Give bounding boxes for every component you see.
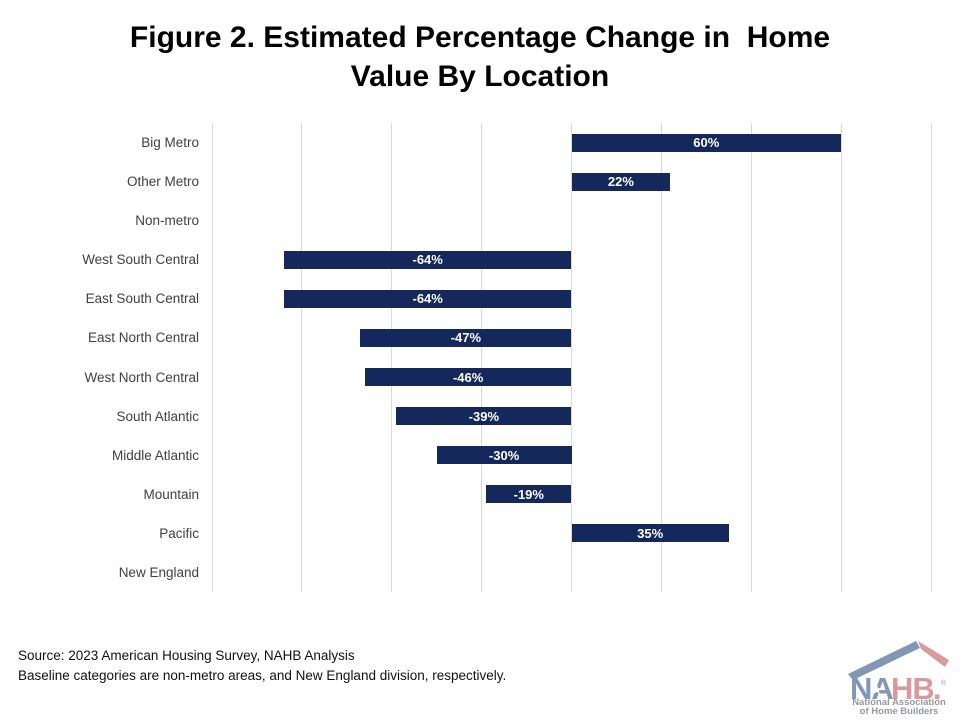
figure-title: Figure 2. Estimated Percentage Change in… xyxy=(0,18,960,96)
gridline xyxy=(481,123,483,592)
logo-subtext-line1: National Association xyxy=(852,697,946,708)
category-label: Middle Atlantic xyxy=(111,447,199,463)
bar-value-label: -64% xyxy=(412,291,443,307)
bar: -46% xyxy=(364,368,572,387)
gridline xyxy=(840,123,842,592)
category-label: West North Central xyxy=(84,369,199,385)
logo-brand-hb: HB xyxy=(891,671,934,706)
logo-roof-left-icon xyxy=(848,641,920,680)
gridline xyxy=(571,123,572,592)
bar-value-label: -64% xyxy=(412,252,443,268)
gridline xyxy=(391,123,393,592)
source-note-line1: Source: 2023 American Housing Survey, NA… xyxy=(18,648,355,663)
bar: -64% xyxy=(283,250,572,269)
bar-value-label: 35% xyxy=(637,525,664,541)
plot-area: 60% 22% -64% -64% -47% -46% -39% -30% -19% 35% xyxy=(211,123,932,592)
bar-value-label: -46% xyxy=(452,369,484,385)
bar-value-label: 60% xyxy=(693,135,720,151)
category-label: West South Central xyxy=(82,252,199,268)
logo-brand-na: NA xyxy=(850,671,893,706)
bar-value-label: 22% xyxy=(607,174,634,190)
logo-registered-icon: ® xyxy=(941,679,947,687)
figure-title-line1: Figure 2. Estimated Percentage Change in… xyxy=(129,21,831,54)
gridline xyxy=(750,123,752,592)
category-label: East North Central xyxy=(87,330,199,346)
category-label: South Atlantic xyxy=(116,408,199,424)
logo-subtext-line2: of Home Builders xyxy=(860,706,939,715)
bar: -19% xyxy=(486,485,572,504)
category-label: Mountain xyxy=(143,486,199,502)
category-label: Big Metro xyxy=(141,135,199,150)
source-note: Source: 2023 American Housing Survey, NA… xyxy=(18,646,506,685)
bar: -64% xyxy=(283,289,572,308)
category-label: New England xyxy=(118,564,199,580)
figure-title-line2: Value By Location xyxy=(350,60,610,93)
bar-value-label: -30% xyxy=(488,447,520,463)
source-note-line2: Baseline categories are non-metro areas,… xyxy=(18,667,507,683)
gridline xyxy=(211,123,213,592)
bar: 22% xyxy=(571,172,671,191)
category-label: Other Metro xyxy=(126,174,199,190)
nahb-logo: NA HB . ® ★ National Association of Home… xyxy=(848,641,949,715)
category-label: Non-metro xyxy=(135,213,199,229)
category-label: East South Central xyxy=(85,291,199,307)
gridline xyxy=(301,123,303,592)
category-labels: Big Metro Other Metro Non-metro West South … xyxy=(0,123,199,592)
logo-star-icon: ★ xyxy=(871,683,883,698)
gridline xyxy=(660,123,662,592)
bar: -47% xyxy=(360,328,572,347)
bar: 60% xyxy=(571,133,842,152)
bar: -39% xyxy=(396,407,572,426)
bar-value-label: -39% xyxy=(468,408,500,424)
bar: -30% xyxy=(436,446,572,465)
bar-value-label: -47% xyxy=(450,330,482,346)
gridline xyxy=(930,123,932,592)
bar-value-label: -19% xyxy=(513,486,544,502)
logo-roof-right-icon xyxy=(918,641,949,667)
logo-brand-period: . xyxy=(933,671,942,706)
bar: 35% xyxy=(571,524,729,543)
category-label: Pacific xyxy=(159,525,199,541)
